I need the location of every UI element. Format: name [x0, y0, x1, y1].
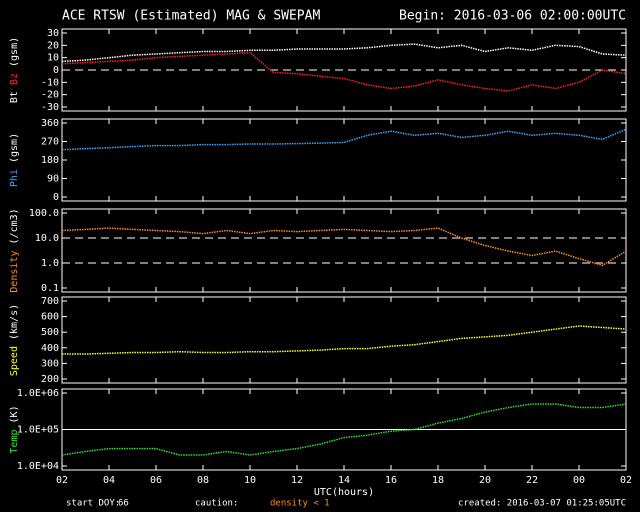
y-tick-label: -20: [41, 90, 59, 101]
x-tick-label: 04: [103, 475, 115, 486]
y-axis-label: Speed (km/s): [9, 304, 20, 376]
y-tick-label: 1.0: [41, 258, 59, 269]
y-tick-label: 0: [53, 192, 59, 203]
y-tick-label: -30: [41, 102, 59, 113]
x-tick-label: 02: [620, 475, 632, 486]
x-axis-label: UTC(hours): [314, 487, 374, 498]
x-tick-label: 22: [526, 475, 538, 486]
x-tick-label: 12: [291, 475, 303, 486]
series-line: [61, 128, 627, 151]
y-tick-label: 360: [41, 118, 59, 129]
y-axis-unit: (km/s): [9, 304, 20, 340]
x-tick-label: 18: [432, 475, 444, 486]
y-tick-label: 500: [41, 327, 59, 338]
begin-time: Begin: 2016-03-06 02:00:00UTC: [399, 9, 626, 24]
legend-entry: Speed: [9, 346, 20, 376]
y-axis-unit: (K): [9, 405, 20, 423]
y-tick-label: 10.0: [35, 233, 59, 244]
start-doy-label: start DOY:: [66, 499, 120, 509]
x-tick-label: 00: [573, 475, 585, 486]
y-axis-unit: (/cm3): [9, 208, 20, 244]
y-axis-label: Bt Bz (gsm): [9, 37, 20, 103]
x-tick-label: 08: [197, 475, 209, 486]
x-tick-label: 14: [338, 475, 350, 486]
y-axis-unit: (gsm): [9, 133, 20, 163]
y-tick-label: 10: [47, 53, 59, 64]
x-tick-label: 16: [385, 475, 397, 486]
y-tick-label: 30: [47, 28, 59, 39]
created-time: created: 2016-03-07 01:25:05UTC: [458, 499, 626, 509]
y-tick-label: 200: [41, 374, 59, 385]
series-line: [61, 403, 627, 456]
y-tick-label: 700: [41, 296, 59, 307]
caution-note: density < 1: [270, 499, 330, 509]
caution-label: caution:: [195, 499, 238, 509]
y-tick-label: 600: [41, 312, 59, 323]
y-tick-label: 1.0E+04: [17, 461, 59, 472]
x-tick-label: 06: [150, 475, 162, 486]
y-tick-label: 1.0E+06: [17, 388, 59, 399]
y-tick-label: 300: [41, 358, 59, 369]
y-axis-label: Phi (gsm): [9, 133, 20, 187]
y-axis-unit: (gsm): [9, 37, 20, 67]
legend-entry: Bz: [9, 73, 20, 85]
x-tick-label: 02: [56, 475, 68, 486]
series-line: [61, 227, 627, 267]
y-tick-label: 400: [41, 343, 59, 354]
y-tick-label: 0.1: [41, 283, 59, 294]
y-tick-label: 0: [53, 65, 59, 76]
legend-entry: Phi: [9, 169, 20, 187]
chart-title: ACE RTSW (Estimated) MAG & SWEPAM: [62, 9, 320, 24]
legend-entry: Temp: [9, 430, 20, 454]
legend-entry: Density: [9, 251, 20, 293]
legend-entry: Bt: [9, 91, 20, 103]
y-tick-label: 20: [47, 40, 59, 51]
y-tick-label: 90: [47, 174, 59, 185]
x-tick-label: 10: [244, 475, 256, 486]
series-line: [62, 325, 627, 355]
y-tick-label: 180: [41, 155, 59, 166]
y-axis-label: Temp (K): [9, 405, 20, 453]
y-axis-label: Density (/cm3): [9, 208, 20, 292]
start-doy: 66: [118, 499, 129, 509]
y-tick-label: 100.0: [29, 208, 59, 219]
y-tick-label: -10: [41, 77, 59, 88]
x-tick-label: 20: [479, 475, 491, 486]
y-tick-label: 270: [41, 137, 59, 148]
y-tick-label: 1.0E+05: [17, 425, 59, 436]
